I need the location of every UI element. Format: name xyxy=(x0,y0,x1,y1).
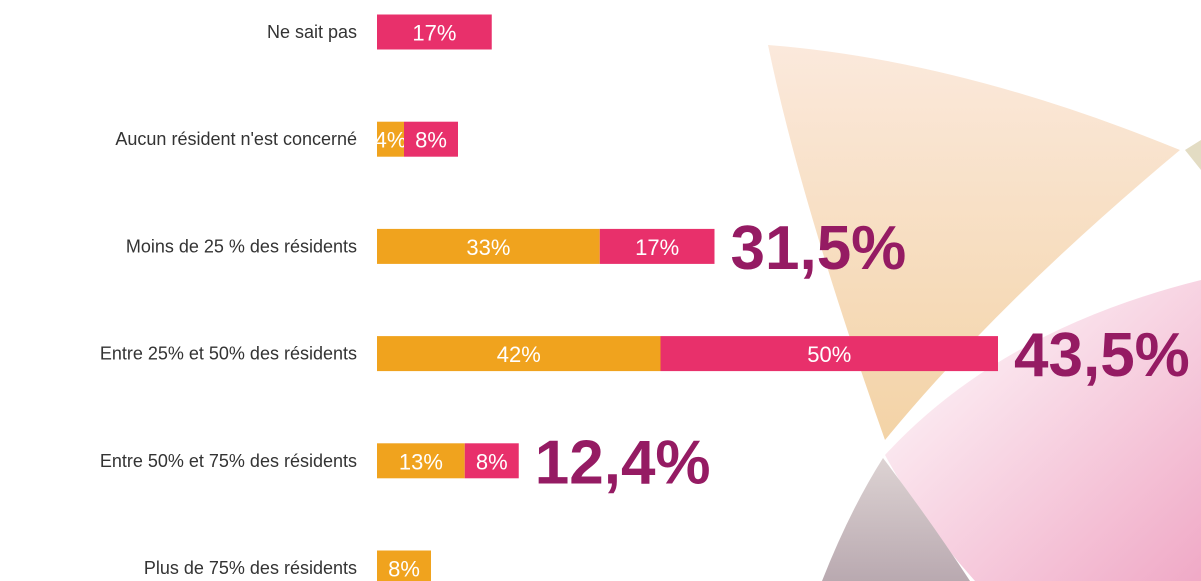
value-label: 50% xyxy=(807,342,851,367)
bar-segment xyxy=(377,14,492,50)
bar-segment xyxy=(599,228,715,264)
petal xyxy=(885,280,1201,581)
value-label: 17% xyxy=(635,235,679,260)
bar-segment xyxy=(464,443,519,479)
petal xyxy=(822,458,970,581)
value-label: 33% xyxy=(466,235,510,260)
bar-segment xyxy=(377,336,661,372)
bar-segment xyxy=(377,443,465,479)
bar-segment xyxy=(377,550,431,581)
bar-segment xyxy=(660,336,998,372)
category-label: Moins de 25 % des résidents xyxy=(126,236,357,256)
annotation: 43,5% xyxy=(1014,321,1190,390)
category-label: Entre 25% et 50% des résidents xyxy=(100,344,357,364)
value-label: 4% xyxy=(375,128,407,153)
background-decoration xyxy=(768,45,1201,581)
annotation: 12,4% xyxy=(535,428,711,497)
petal xyxy=(1185,140,1201,170)
bar-segment xyxy=(377,121,404,157)
value-label: 17% xyxy=(412,21,456,46)
value-label: 8% xyxy=(388,557,420,581)
bar-segment xyxy=(377,228,600,264)
annotation: 31,5% xyxy=(731,214,907,283)
value-label: 13% xyxy=(399,449,443,474)
value-label: 8% xyxy=(476,449,508,474)
value-label: 8% xyxy=(415,128,447,153)
category-label: Plus de 75% des résidents xyxy=(144,558,357,578)
value-label: 42% xyxy=(497,342,541,367)
bar-segment xyxy=(404,121,458,157)
category-label: Aucun résident n'est concerné xyxy=(115,129,357,149)
category-label: Entre 50% et 75% des résidents xyxy=(100,451,357,471)
category-label: Ne sait pas xyxy=(267,22,357,42)
